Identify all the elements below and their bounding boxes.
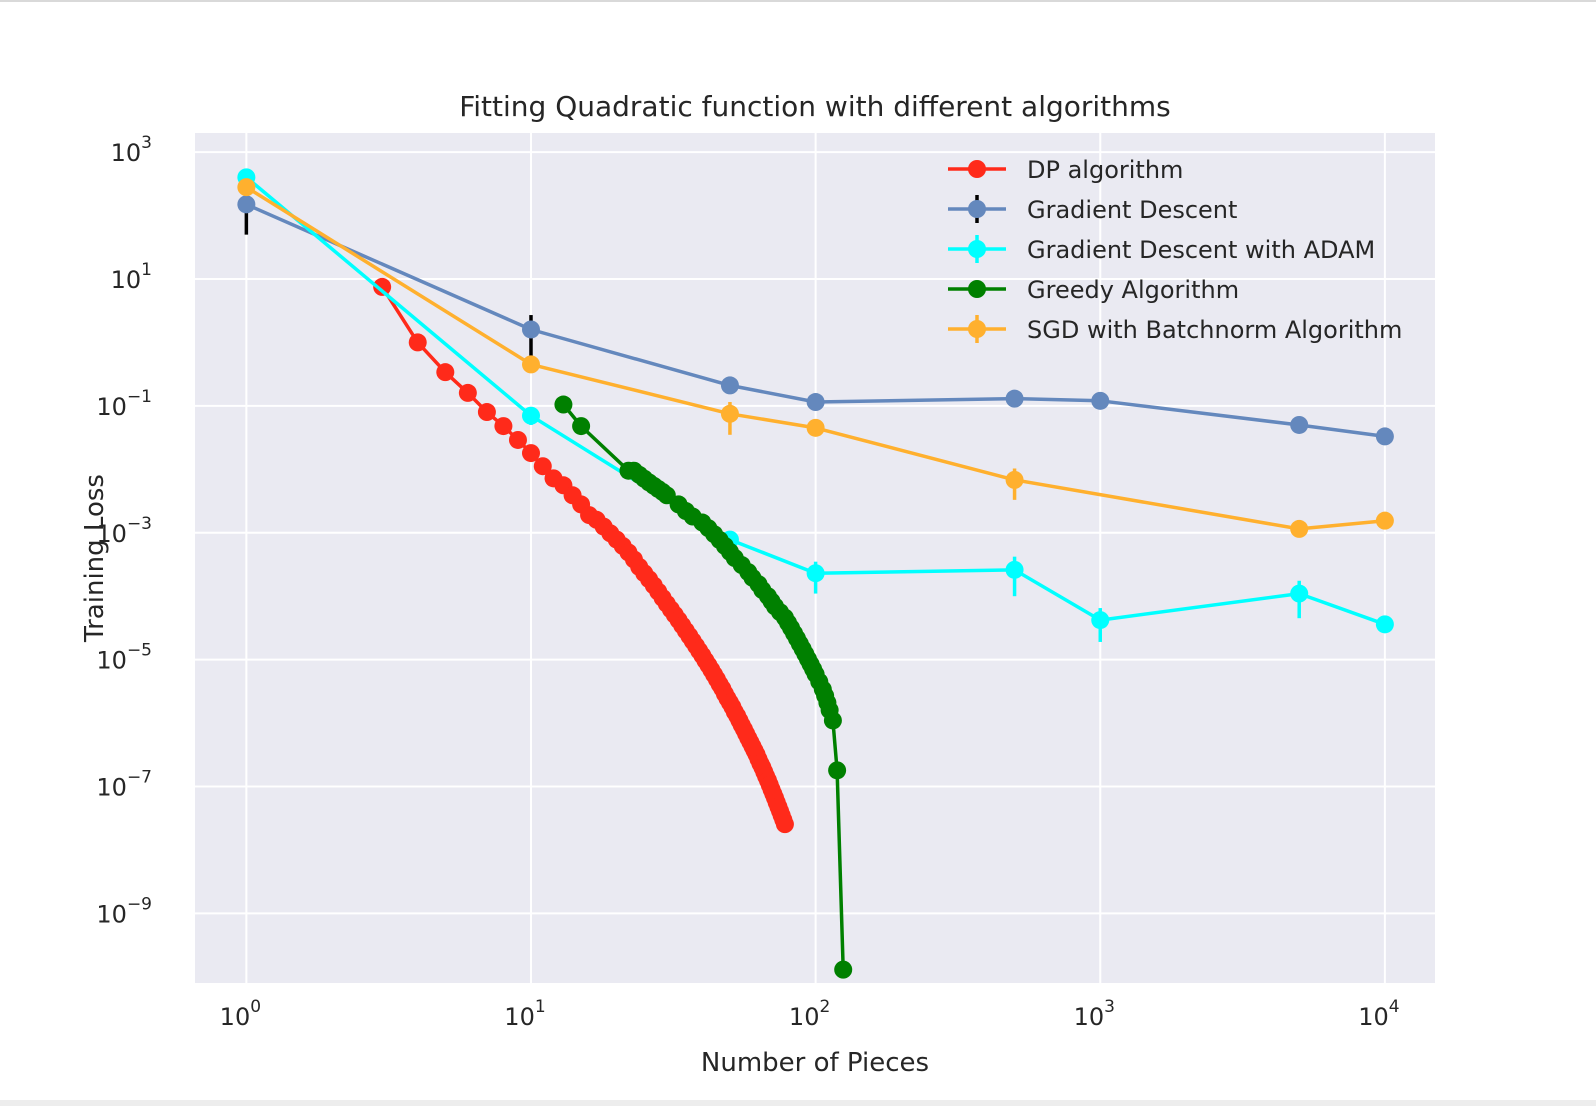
window-bottom-border — [0, 1100, 1596, 1106]
series-line — [244, 202, 1387, 439]
y-tick-base: 10 — [96, 774, 127, 802]
legend-label: DP algorithm — [1027, 156, 1183, 184]
series-4 — [237, 178, 1394, 538]
data-point — [1091, 611, 1110, 630]
x-tick-exponent: 2 — [819, 997, 830, 1017]
y-tick-label: 10−1 — [96, 387, 152, 421]
series-layer — [237, 168, 1394, 979]
y-tick-exponent: 1 — [141, 260, 152, 280]
data-point — [1005, 389, 1024, 408]
data-point — [1375, 615, 1394, 634]
legend-marker — [968, 240, 986, 258]
data-point — [1005, 560, 1024, 579]
x-tick-label: 103 — [1074, 997, 1115, 1031]
x-tick-label: 102 — [789, 997, 830, 1031]
y-tick-exponent: −5 — [127, 641, 152, 661]
data-point — [1290, 415, 1309, 434]
x-axis-label: Number of Pieces — [701, 1048, 929, 1078]
y-tick-label: 10−9 — [96, 894, 152, 928]
x-tick-exponent: 1 — [535, 997, 546, 1017]
data-point — [806, 393, 825, 412]
legend-label: SGD with Batchnorm Algorithm — [1027, 316, 1402, 344]
x-tick-base: 10 — [1074, 1003, 1105, 1031]
x-tick-exponent: 3 — [1104, 997, 1115, 1017]
x-tick-exponent: 0 — [250, 997, 261, 1017]
y-tick-exponent: −9 — [127, 894, 152, 914]
x-tick-label: 104 — [1358, 997, 1399, 1031]
y-tick-exponent: −7 — [127, 768, 152, 788]
y-tick-label: 103 — [111, 133, 152, 167]
data-point — [720, 404, 739, 423]
data-point — [806, 564, 825, 583]
x-tick-label: 101 — [504, 997, 545, 1031]
y-tick-base: 10 — [111, 139, 142, 167]
y-axis-label: Training Loss — [80, 474, 110, 643]
data-point — [477, 403, 496, 422]
legend-label: Gradient Descent — [1027, 196, 1237, 224]
y-tick-label: 10−5 — [96, 641, 152, 675]
series-line — [244, 175, 1387, 627]
y-tick-label: 101 — [111, 260, 152, 294]
y-tick-exponent: −3 — [127, 514, 152, 534]
data-point — [1375, 427, 1394, 446]
y-tick-exponent: −1 — [127, 387, 152, 407]
data-point — [436, 363, 455, 382]
y-tick-base: 10 — [111, 266, 142, 294]
y-tick-label: 10−3 — [96, 514, 152, 548]
x-tick-base: 10 — [789, 1003, 820, 1031]
data-point — [828, 761, 847, 780]
tick-labels: 100 101 102 103 10410−910−710−510−310−110110… — [96, 133, 1399, 1031]
data-point — [533, 457, 552, 476]
data-point — [508, 430, 527, 449]
data-point — [1005, 470, 1024, 489]
legend: DP algorithm Gradient Descent Gradient Des… — [948, 156, 1402, 344]
chart-title: Fitting Quadratic function with differen… — [459, 90, 1171, 123]
series-0 — [373, 277, 794, 834]
y-tick-base: 10 — [96, 393, 127, 421]
data-point — [1290, 584, 1309, 603]
data-point — [521, 320, 540, 339]
data-point — [806, 418, 825, 437]
x-tick-base: 10 — [1358, 1003, 1389, 1031]
series-1 — [237, 190, 1394, 446]
y-tick-label: 10−7 — [96, 768, 152, 802]
data-point — [521, 406, 540, 425]
legend-marker — [968, 280, 986, 298]
data-point — [408, 333, 427, 352]
data-point — [775, 815, 794, 834]
data-point — [1290, 519, 1309, 538]
legend-label: Gradient Descent with ADAM — [1027, 236, 1375, 264]
data-point — [237, 195, 256, 214]
data-point — [521, 444, 540, 463]
x-tick-exponent: 4 — [1389, 997, 1400, 1017]
y-tick-base: 10 — [96, 900, 127, 928]
data-point — [521, 355, 540, 374]
x-tick-base: 10 — [504, 1003, 535, 1031]
legend-label: Greedy Algorithm — [1027, 276, 1239, 304]
y-tick-exponent: 3 — [141, 133, 152, 153]
window-top-border — [0, 0, 1596, 2]
data-point — [237, 178, 256, 197]
y-tick-base: 10 — [96, 647, 127, 675]
data-point — [554, 395, 573, 414]
series-3 — [554, 395, 853, 979]
legend-marker — [968, 200, 986, 218]
y-tick-base: 10 — [96, 520, 127, 548]
data-point — [572, 417, 591, 436]
data-point — [373, 277, 392, 296]
data-point — [1375, 511, 1394, 530]
x-tick-base: 10 — [220, 1003, 251, 1031]
legend-marker — [968, 320, 986, 338]
x-tick-label: 100 — [220, 997, 261, 1031]
data-point — [458, 383, 477, 402]
data-point — [494, 417, 513, 436]
data-point — [823, 711, 842, 730]
legend-marker — [968, 160, 986, 178]
data-point — [1091, 391, 1110, 410]
data-point — [720, 376, 739, 395]
data-point — [834, 960, 853, 979]
